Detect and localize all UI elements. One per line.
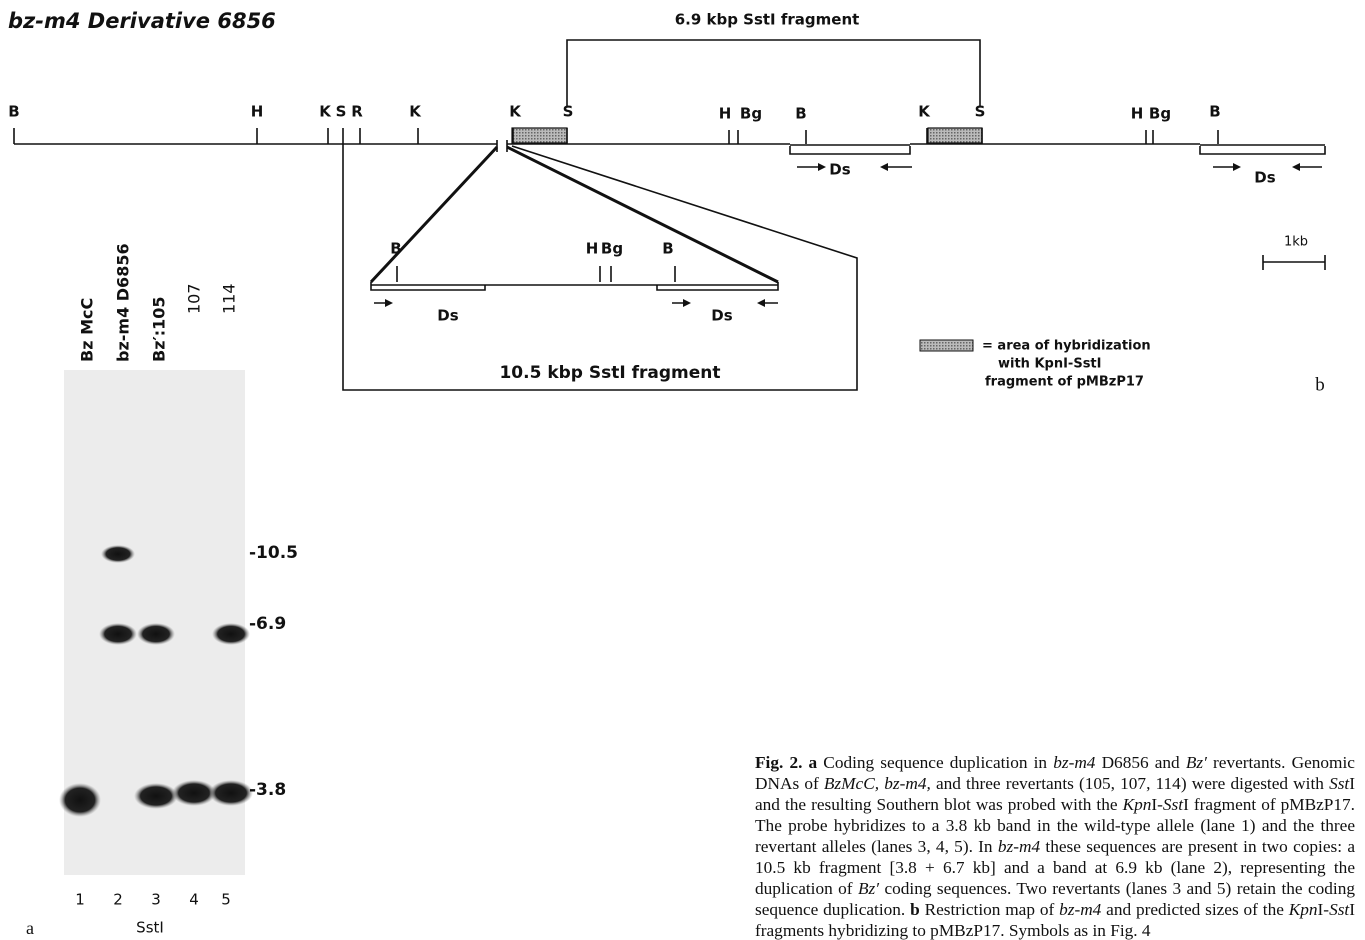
caption: Fig. 2. a Coding sequence duplication in… [755,752,1355,940]
caption-text: and predicted sizes of the [1106,900,1284,919]
site: K [509,103,522,121]
caption-text: Kpn [1123,795,1152,814]
lane-label: bz-m4 D6856 [114,243,133,362]
panel-label: b [1315,374,1325,395]
gel [59,370,253,875]
caption-text: Coding sequence duplication in [823,753,1047,772]
site: K [918,103,931,121]
caption-text: BzMcC, bz-m4, [824,774,931,793]
site: K [409,103,422,121]
caption-text: Bz′ [1186,753,1207,772]
site: Bg [740,105,762,123]
panel-label: a [26,918,34,938]
lane-number: 1 [75,891,85,909]
inset-map: B H Bg B Ds Ds 10.5 kbp SstI fragment [371,240,778,384]
page: {"title": "bz-m4 Derivative 6856", "map"… [0,0,1365,940]
legend-swatch [920,340,973,351]
lane-number: 2 [113,891,123,909]
lane-labels: Bz McC bz-m4 D6856 Bz′:105 107 114 [78,243,239,362]
site: S [563,103,574,121]
scale-bar [1263,255,1325,270]
enzyme-label: SstI [136,919,164,937]
lane-label: 107 [185,283,204,314]
site: B [662,240,673,258]
caption-text: Sst [1329,774,1349,793]
site: H [1131,105,1144,123]
ds-label: Ds [1254,169,1275,187]
fragment-label: 10.5 kbp SstI fragment [499,363,720,383]
scale-label: 1kb [1284,235,1308,250]
site: Bg [601,240,623,258]
site: B [8,103,19,121]
size-marker: -6.9 [249,614,286,634]
site: H [719,105,732,123]
site: R [351,103,363,121]
ds-label: Ds [711,307,732,325]
legend-text: with KpnI-SstI [998,357,1101,372]
site: Bg [1149,105,1171,123]
caption-text: bz-m4 [1059,900,1101,919]
site: S [336,103,347,121]
size-marker: -10.5 [249,543,298,563]
figure-title: bz-m4 Derivative 6856 [8,9,276,33]
fragment-label: 6.9 kbp SstI fragment [675,11,860,29]
lane-number: 3 [151,891,161,909]
bracket [567,40,980,106]
site: B [390,240,401,258]
caption-text: bz-m4 [1053,753,1095,772]
lane-label: Bz′:105 [150,296,169,362]
caption-text: bz-m4 [998,837,1040,856]
lane-number: 4 [189,891,199,909]
caption-text: Kpn [1289,900,1318,919]
caption-text: Restriction map of [925,900,1055,919]
caption-text: I- [1318,900,1330,919]
site: H [586,240,599,258]
caption-text: Bz′ [858,879,879,898]
caption-text: D6856 and [1102,753,1180,772]
caption-text: a [809,753,818,772]
legend-text: fragment of pMBzP17 [985,375,1144,390]
caption-text: and three revertants (105, 107, 114) wer… [936,774,1324,793]
site: K [319,103,332,121]
caption-text: I- [1151,795,1163,814]
site: S [975,103,986,121]
site: H [251,103,264,121]
site: B [1209,103,1220,121]
lane-label: Bz McC [78,298,97,362]
size-marker: -3.8 [249,780,286,800]
caption-text: Fig. 2. [755,753,802,772]
site: B [795,105,806,123]
lane-label: 114 [220,283,239,314]
caption-text: Sst [1163,795,1183,814]
legend-text: = area of hybridization [982,339,1151,354]
caption-text: b [910,900,920,919]
ds-label: Ds [437,307,458,325]
caption-text: Sst [1329,900,1349,919]
lane-number: 5 [221,891,231,909]
ds-label: Ds [829,161,850,179]
